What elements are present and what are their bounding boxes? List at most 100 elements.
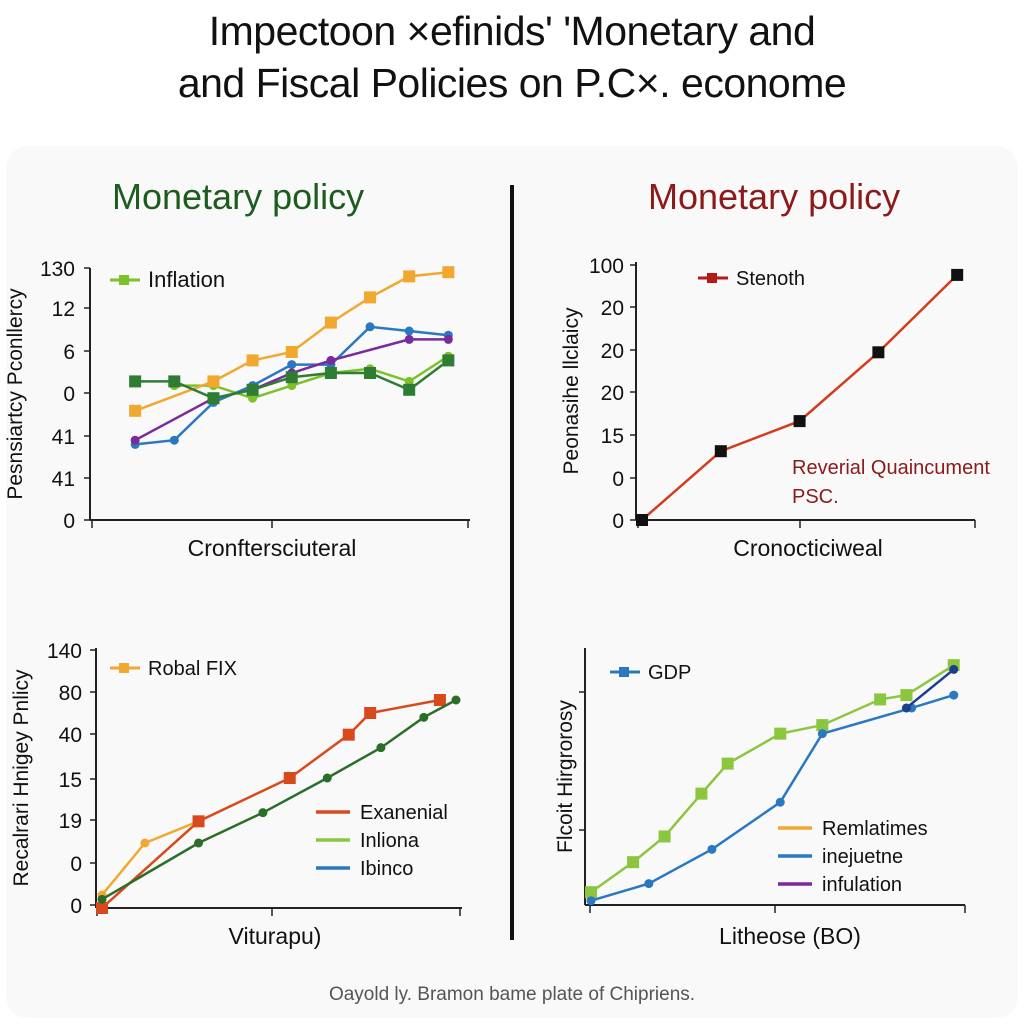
y-tick-label: 0 bbox=[612, 468, 624, 491]
x-axis-label: Viturapu) bbox=[229, 923, 322, 949]
y-tick-label: 41 bbox=[52, 468, 75, 491]
data-point bbox=[775, 797, 785, 807]
y-tick-label: 80 bbox=[59, 682, 82, 705]
data-point bbox=[695, 787, 708, 800]
y-tick-label: 12 bbox=[52, 298, 75, 321]
chart-top-left: 130 12 6 0 41 41 0 Pesnsiartcy Pconllercy Cronft… bbox=[4, 258, 470, 561]
data-point bbox=[207, 375, 220, 388]
data-point bbox=[285, 371, 298, 384]
chart-bottom-right: Flcoit Hirgrorosy Litheose (BO) GDP Remlati… bbox=[554, 648, 966, 949]
data-point bbox=[169, 435, 179, 445]
data-point bbox=[586, 896, 596, 906]
y-tick-label: 130 bbox=[40, 258, 75, 281]
y-tick-label: 20 bbox=[601, 382, 624, 405]
data-point bbox=[194, 838, 204, 848]
y-tick-label: 20 bbox=[601, 340, 624, 363]
data-point bbox=[451, 695, 461, 705]
y-axis-label: Pesnsiartcy Pconllercy bbox=[4, 288, 27, 500]
x-axis-label: Cronftersciuteral bbox=[188, 535, 357, 561]
y-tick-label: 0 bbox=[70, 895, 82, 918]
legend-label: GDP bbox=[648, 662, 691, 684]
data-point bbox=[364, 367, 377, 379]
x-axis-label: Litheose (BO) bbox=[719, 923, 861, 949]
data-point bbox=[129, 375, 142, 388]
data-point bbox=[900, 689, 913, 702]
y-tick-label: 6 bbox=[63, 341, 75, 364]
legend-marker bbox=[707, 273, 717, 283]
legend-label: Inliona bbox=[360, 830, 420, 852]
legend-marker bbox=[119, 663, 129, 673]
data-point bbox=[376, 743, 386, 753]
data-point bbox=[130, 435, 140, 445]
data-point bbox=[793, 415, 806, 428]
y-tick-label: 41 bbox=[52, 426, 75, 449]
data-point bbox=[326, 355, 336, 365]
data-point bbox=[248, 393, 258, 403]
series-line bbox=[134, 270, 449, 412]
data-point bbox=[342, 728, 355, 741]
legend-label: inejuetne bbox=[822, 846, 903, 868]
y-tick-label: 40 bbox=[59, 724, 82, 747]
data-point bbox=[433, 694, 446, 706]
y-tick-label: 0 bbox=[70, 853, 82, 876]
main-title-line2: and Fiscal Policies on P.C×. econome bbox=[177, 59, 847, 106]
data-point bbox=[714, 445, 727, 458]
data-point bbox=[585, 886, 597, 899]
data-point bbox=[403, 383, 416, 396]
legend-label: Robal FIX bbox=[148, 658, 237, 680]
legend-label: Inflation bbox=[148, 267, 225, 292]
data-point bbox=[404, 334, 414, 344]
series-line bbox=[905, 668, 955, 709]
left-section-title: Monetary policy bbox=[112, 176, 365, 217]
main-title: Impectoon ×efinids' 'Monetary and and Fi… bbox=[0, 6, 1024, 109]
series-line bbox=[641, 274, 959, 521]
data-point bbox=[721, 757, 734, 770]
data-point bbox=[817, 729, 827, 739]
data-point bbox=[365, 322, 375, 332]
data-point bbox=[258, 808, 268, 818]
chart-top-right: 100 20 20 20 15 0 0 Peonasihe llclaicy Cronoctic… bbox=[560, 255, 990, 561]
legend-marker bbox=[619, 667, 629, 677]
chart-annotation: Reverial Quaincument bbox=[792, 457, 990, 479]
data-point bbox=[324, 367, 337, 379]
y-tick-label: 0 bbox=[612, 510, 624, 533]
data-point bbox=[129, 404, 142, 417]
y-axis-label: Peonasihe llclaicy bbox=[560, 307, 583, 474]
data-point bbox=[287, 381, 297, 391]
data-point bbox=[96, 902, 108, 914]
center-divider bbox=[510, 185, 514, 940]
y-tick-label: 0 bbox=[63, 510, 75, 533]
y-tick-label: 0 bbox=[63, 383, 75, 406]
figure-caption: Oayold ly. Bramon bame plate of Chiprien… bbox=[328, 984, 696, 1005]
chart-annotation: PSC. bbox=[792, 486, 839, 508]
data-point bbox=[403, 270, 416, 283]
chart-bottom-left: 140 80 40 15 19 0 0 Recalrari Hnigey Pnlicy Vitu… bbox=[10, 640, 462, 949]
y-tick-label: 100 bbox=[589, 255, 624, 278]
data-point bbox=[404, 376, 414, 386]
x-axis-label: Cronocticiweal bbox=[733, 535, 883, 561]
data-point bbox=[874, 693, 887, 706]
legend-label: infulation bbox=[822, 874, 902, 896]
legend-label: Ibinco bbox=[360, 858, 413, 880]
series-line bbox=[174, 355, 450, 400]
data-point bbox=[140, 838, 150, 848]
y-tick-label: 140 bbox=[47, 640, 82, 663]
series-line bbox=[590, 693, 955, 902]
data-point bbox=[442, 266, 455, 279]
data-point bbox=[283, 772, 296, 784]
data-point bbox=[404, 326, 414, 336]
data-point bbox=[419, 712, 429, 722]
y-tick-label: 15 bbox=[601, 425, 624, 448]
main-title-line1: Impectoon ×efinids' 'Monetary and bbox=[208, 8, 816, 54]
data-point bbox=[246, 383, 259, 396]
data-point bbox=[285, 346, 298, 358]
data-point bbox=[951, 268, 964, 281]
data-point bbox=[636, 514, 648, 526]
data-point bbox=[627, 856, 640, 869]
y-axis-label: Recalrari Hnigey Pnlicy bbox=[10, 669, 33, 887]
series-line bbox=[590, 664, 955, 894]
data-point bbox=[364, 707, 377, 719]
data-point bbox=[774, 727, 787, 740]
y-tick-label: 15 bbox=[59, 769, 82, 792]
